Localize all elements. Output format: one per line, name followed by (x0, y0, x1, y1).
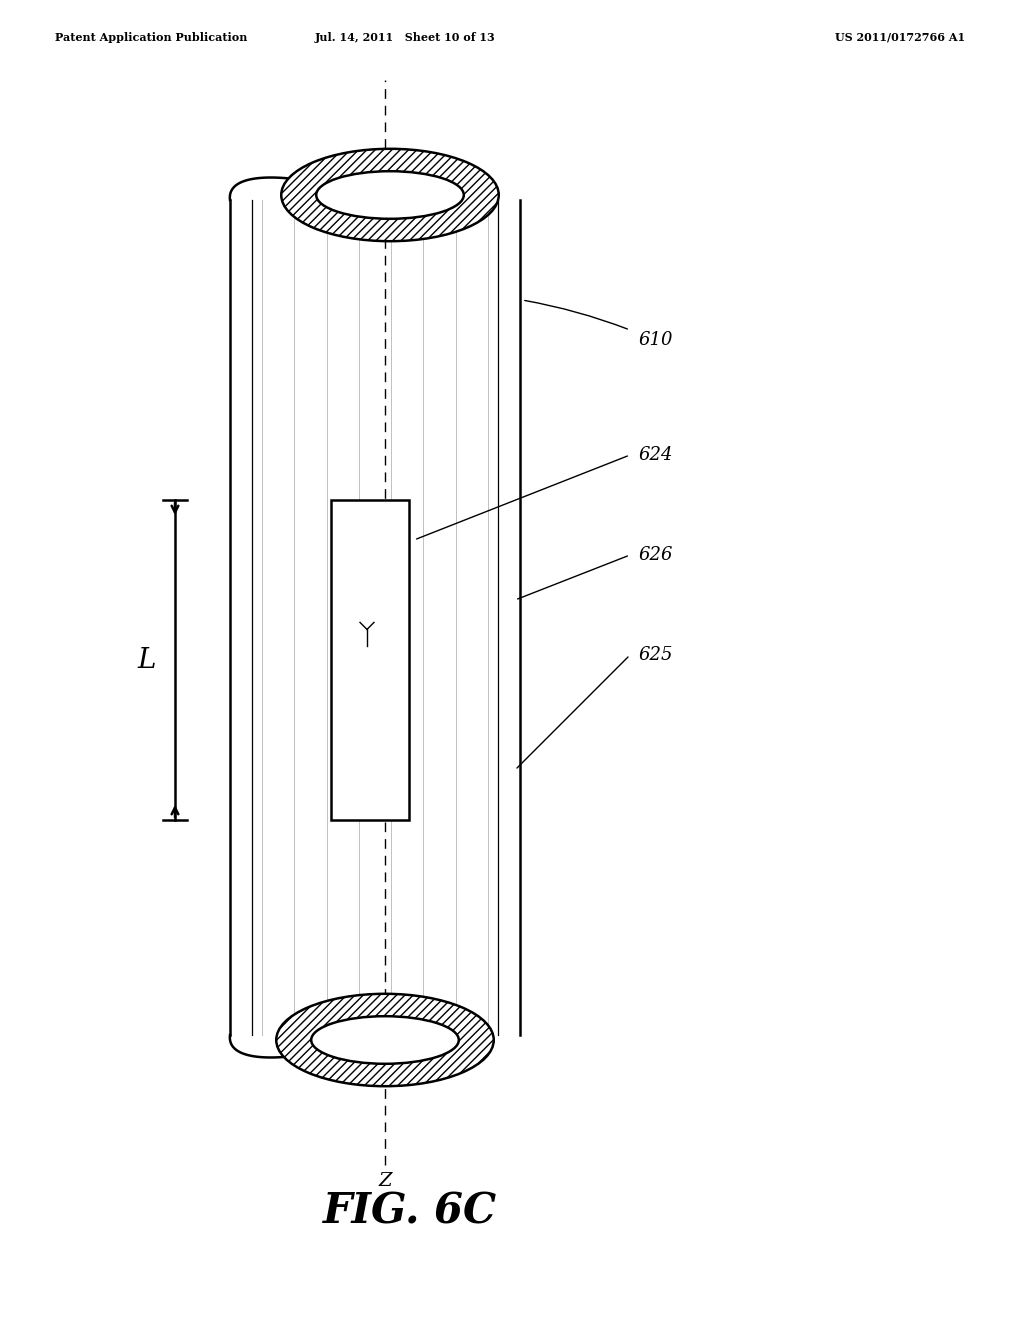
Text: Z: Z (378, 1172, 392, 1191)
Text: 624: 624 (638, 446, 673, 465)
Text: Patent Application Publication: Patent Application Publication (55, 32, 248, 44)
Text: FIG. 6C: FIG. 6C (323, 1191, 497, 1232)
Ellipse shape (311, 1016, 459, 1064)
Text: 625: 625 (638, 645, 673, 664)
Text: 610: 610 (638, 331, 673, 348)
Ellipse shape (282, 149, 499, 242)
Text: Jul. 14, 2011   Sheet 10 of 13: Jul. 14, 2011 Sheet 10 of 13 (314, 32, 496, 44)
Text: US 2011/0172766 A1: US 2011/0172766 A1 (835, 32, 965, 44)
Text: L: L (138, 647, 157, 673)
Text: 626: 626 (638, 546, 673, 564)
Ellipse shape (276, 994, 494, 1086)
Bar (331, 500, 409, 820)
Ellipse shape (316, 172, 464, 219)
